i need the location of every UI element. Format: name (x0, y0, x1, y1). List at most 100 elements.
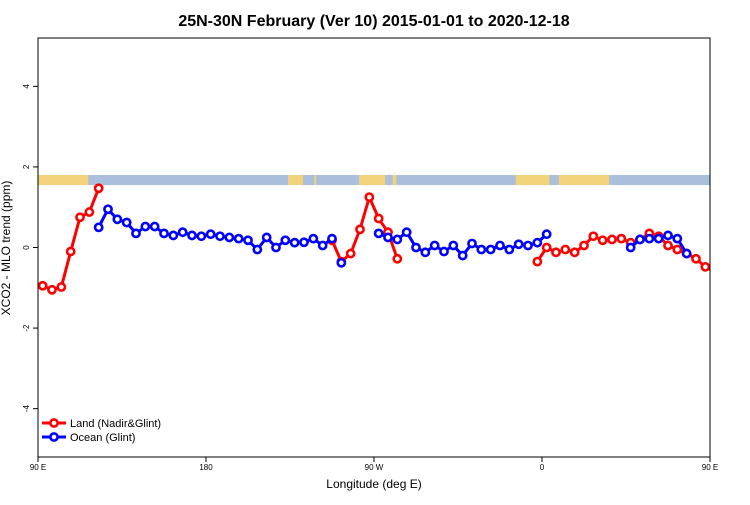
data-point (149, 221, 160, 232)
data-point (485, 244, 496, 255)
data-point (392, 253, 403, 264)
data-point (373, 213, 384, 224)
data-point (672, 233, 683, 244)
data-point (644, 233, 655, 244)
data-point (635, 234, 645, 245)
data-point (420, 247, 431, 258)
data-point (411, 242, 421, 253)
data-point (373, 228, 384, 239)
data-point (177, 227, 188, 238)
data-point (523, 240, 533, 251)
chart-title: 25N-30N February (Ver 10) 2015-01-01 to … (178, 13, 569, 30)
data-point (532, 237, 543, 248)
data-point (588, 231, 599, 242)
data-point (383, 232, 393, 243)
data-point (56, 282, 67, 292)
x-tick-label: 0 (540, 463, 545, 472)
y-axis: -4 -2 0 2 4 (22, 84, 38, 412)
legend-marker (49, 418, 59, 428)
data-point (224, 232, 235, 243)
data-point (121, 217, 132, 228)
data-point (364, 192, 375, 203)
land-segment (38, 174, 89, 186)
data-point (84, 207, 95, 217)
x-tick-label: 90 E (30, 463, 46, 472)
land-segment (288, 174, 304, 186)
data-point (448, 240, 459, 251)
data-point (131, 228, 141, 239)
data-point (103, 204, 113, 215)
data-point (317, 240, 328, 251)
data-point (579, 240, 589, 251)
data-point (681, 248, 692, 259)
data-point (663, 230, 673, 241)
data-point (504, 244, 515, 255)
data-point (336, 257, 347, 268)
y-tick-label: -2 (22, 324, 31, 332)
data-point (233, 233, 244, 244)
data-point (560, 244, 571, 255)
data-point (299, 237, 309, 248)
data-point (327, 233, 337, 244)
legend-item: Land (Nadir&Glint) (42, 418, 161, 430)
land-segment (359, 174, 386, 186)
legend-label: Ocean (Glint) (70, 432, 135, 444)
data-point (569, 247, 580, 258)
data-point (607, 234, 617, 245)
data-point (140, 221, 151, 232)
data-point (625, 242, 636, 253)
data-point (159, 228, 169, 239)
data-point (308, 233, 319, 244)
y-axis-label: XCO2 - MLO trend (ppm) (0, 181, 13, 316)
data-point (65, 246, 76, 257)
data-point (196, 231, 207, 242)
data-point (467, 238, 477, 249)
x-axis-label: Longitude (deg E) (326, 477, 421, 491)
land-segment (558, 174, 610, 186)
data-point (541, 242, 552, 253)
data-point (513, 239, 524, 250)
data-point (532, 256, 543, 267)
data-point (439, 246, 449, 257)
series-line (536, 231, 710, 271)
land-segment (710, 175, 750, 185)
data-point (663, 240, 673, 251)
legend-item: Ocean (Glint) (42, 432, 135, 444)
land-segment (314, 174, 317, 186)
data-point (243, 235, 253, 246)
data-point (672, 244, 683, 255)
data-point (541, 229, 552, 240)
data-point (168, 230, 179, 241)
data-point (280, 235, 291, 246)
data-point (75, 212, 85, 223)
data-point (392, 234, 403, 245)
data-point (709, 270, 710, 274)
y-tick-label: 0 (22, 245, 31, 250)
surface-type-band (38, 174, 750, 186)
data-point (345, 248, 356, 259)
data-point (616, 233, 627, 244)
data-point (47, 284, 57, 295)
data-point (93, 222, 104, 233)
data-point (205, 229, 216, 240)
data-point (215, 231, 225, 242)
data-point (112, 214, 123, 225)
y-tick-label: 2 (22, 164, 31, 169)
x-tick-label: 90 E (702, 463, 718, 472)
x-tick-label: 180 (199, 463, 213, 472)
data-point (597, 235, 608, 246)
plot-frame (37, 37, 711, 458)
data-point (93, 183, 104, 194)
x-tick-label: 90 W (365, 463, 384, 472)
data-point (401, 227, 412, 238)
land-segment (392, 174, 397, 186)
data-point (187, 230, 197, 241)
data-point (700, 261, 710, 272)
data-point (691, 253, 701, 264)
data-point (730, 282, 737, 289)
data-point (38, 280, 48, 291)
data-point (355, 224, 365, 235)
data-point (261, 232, 272, 243)
